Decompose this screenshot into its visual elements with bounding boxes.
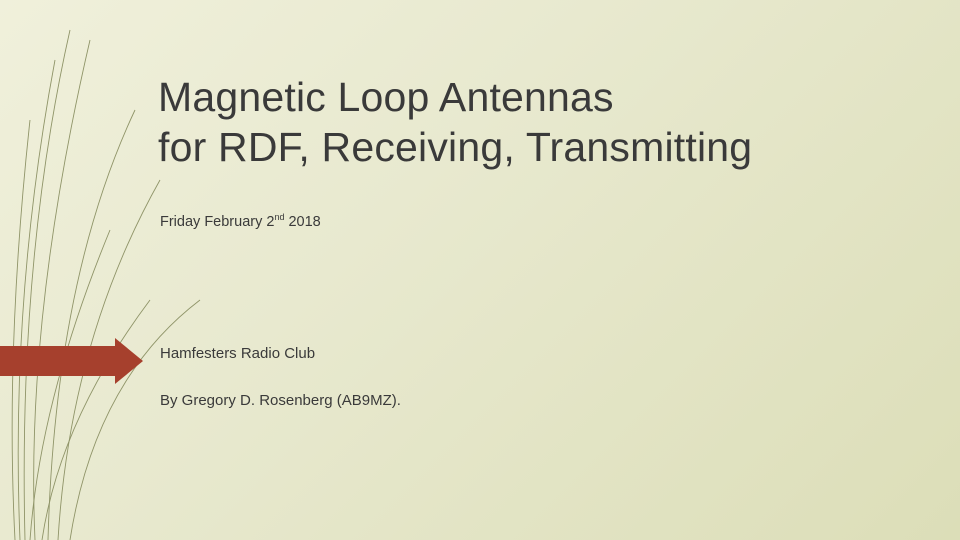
slide-date: Friday February 2nd 2018 bbox=[160, 212, 321, 230]
arrow-shaft bbox=[0, 346, 115, 376]
title-line-2: for RDF, Receiving, Transmitting bbox=[158, 124, 752, 170]
author-line: By Gregory D. Rosenberg (AB9MZ). bbox=[160, 392, 401, 409]
accent-arrow bbox=[0, 338, 143, 384]
slide: Magnetic Loop Antennas for RDF, Receivin… bbox=[0, 0, 960, 540]
date-ordinal: nd bbox=[274, 212, 284, 222]
arrow-head-icon bbox=[115, 338, 143, 384]
date-year: 2018 bbox=[284, 214, 320, 230]
slide-title: Magnetic Loop Antennas for RDF, Receivin… bbox=[158, 72, 918, 172]
title-line-1: Magnetic Loop Antennas bbox=[158, 74, 614, 120]
club-name: Hamfesters Radio Club bbox=[160, 345, 315, 362]
date-prefix: Friday February 2 bbox=[160, 214, 274, 230]
